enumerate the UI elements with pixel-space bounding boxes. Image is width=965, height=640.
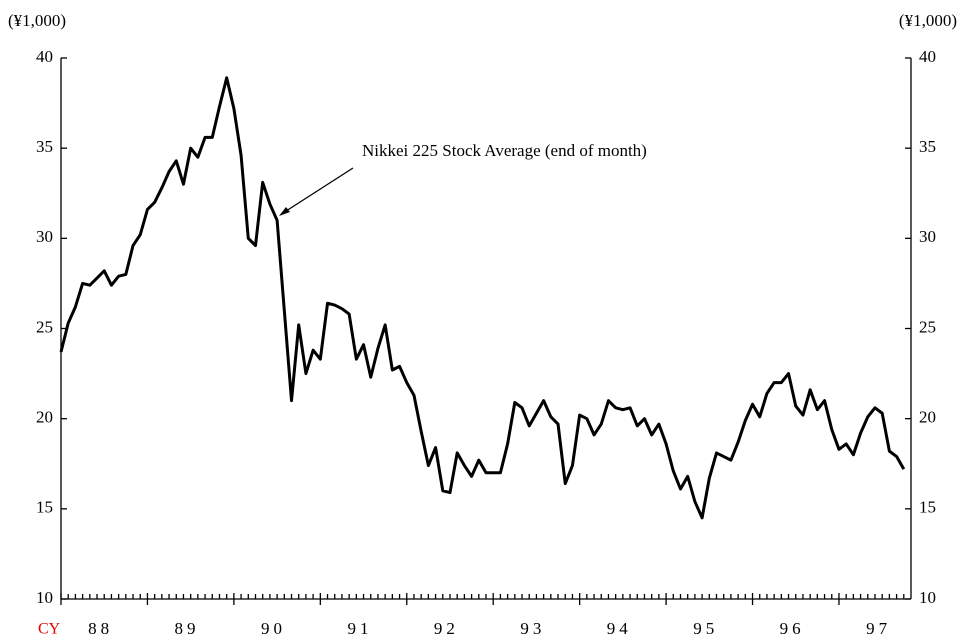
y-tick-label: 15 <box>36 498 53 517</box>
y2-tick-label: 10 <box>919 588 936 607</box>
x-tick-label: 92 <box>434 619 459 638</box>
x-tick-label: 97 <box>866 619 891 638</box>
y-axis-label: (¥1,000) <box>8 11 66 30</box>
y2-tick-label: 25 <box>919 317 936 336</box>
x-tick-label: 90 <box>261 619 286 638</box>
price-line <box>59 76 906 520</box>
y-tick-label: 40 <box>36 47 53 66</box>
y2-tick-label: 40 <box>919 47 936 66</box>
x-tick-label: 95 <box>693 619 718 638</box>
x-tick-label: 89 <box>175 619 200 638</box>
y2-tick-label: 30 <box>919 227 936 246</box>
x-tick-label: 88 <box>88 619 113 638</box>
y-tick-label: 20 <box>36 408 53 427</box>
x-tick-label: 94 <box>607 619 632 638</box>
y2-axis-label: (¥1,000) <box>899 11 957 30</box>
x-tick-label: 91 <box>347 619 372 638</box>
arrow-head <box>279 207 290 216</box>
annotation-arrow <box>282 167 354 214</box>
y2-tick-label: 15 <box>919 498 936 517</box>
y2-tick-label: 20 <box>919 408 936 427</box>
y-tick-label: 25 <box>36 317 53 336</box>
x-axis-label: CY <box>38 621 61 638</box>
y-tick-label: 35 <box>36 137 53 156</box>
y-tick-label: 30 <box>36 227 53 246</box>
x-tick-label: 93 <box>520 619 545 638</box>
x-tick-label: 96 <box>780 619 805 638</box>
y-tick-label: 10 <box>36 588 53 607</box>
annotation: Nikkei 225 Stock Average (end of month) <box>362 141 647 160</box>
y2-tick-label: 35 <box>919 137 936 156</box>
